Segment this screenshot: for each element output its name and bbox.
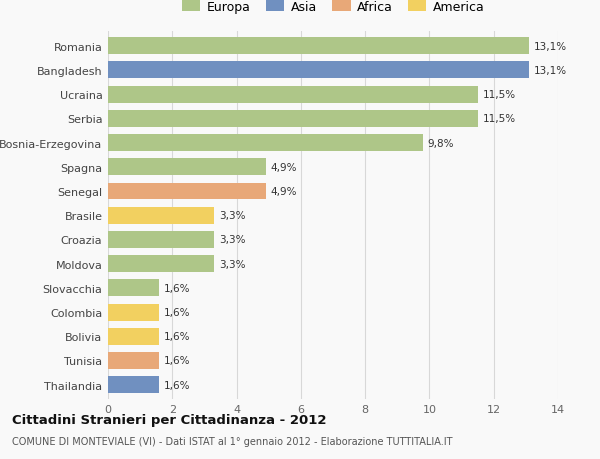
Bar bbox=[108, 376, 160, 393]
Text: 13,1%: 13,1% bbox=[534, 42, 567, 51]
Text: 4,9%: 4,9% bbox=[271, 186, 297, 196]
Bar bbox=[108, 352, 160, 369]
Bar bbox=[108, 111, 478, 128]
Text: 3,3%: 3,3% bbox=[219, 211, 245, 221]
Bar bbox=[108, 207, 214, 224]
Bar bbox=[108, 86, 478, 103]
Text: 1,6%: 1,6% bbox=[164, 308, 191, 317]
Text: Cittadini Stranieri per Cittadinanza - 2012: Cittadini Stranieri per Cittadinanza - 2… bbox=[12, 413, 326, 426]
Text: 1,6%: 1,6% bbox=[164, 283, 191, 293]
Text: 9,8%: 9,8% bbox=[428, 138, 454, 148]
Bar bbox=[108, 231, 214, 248]
Text: 3,3%: 3,3% bbox=[219, 259, 245, 269]
Text: COMUNE DI MONTEVIALE (VI) - Dati ISTAT al 1° gennaio 2012 - Elaborazione TUTTITA: COMUNE DI MONTEVIALE (VI) - Dati ISTAT a… bbox=[12, 436, 452, 446]
Bar bbox=[108, 62, 529, 79]
Bar bbox=[108, 135, 423, 152]
Text: 1,6%: 1,6% bbox=[164, 356, 191, 366]
Text: 13,1%: 13,1% bbox=[534, 66, 567, 76]
Text: 3,3%: 3,3% bbox=[219, 235, 245, 245]
Bar bbox=[108, 159, 265, 176]
Text: 4,9%: 4,9% bbox=[271, 162, 297, 173]
Text: 11,5%: 11,5% bbox=[482, 114, 515, 124]
Text: 1,6%: 1,6% bbox=[164, 331, 191, 341]
Bar bbox=[108, 183, 265, 200]
Legend: Europa, Asia, Africa, America: Europa, Asia, Africa, America bbox=[176, 0, 490, 18]
Bar bbox=[108, 280, 160, 297]
Bar bbox=[108, 304, 160, 321]
Bar bbox=[108, 256, 214, 273]
Bar bbox=[108, 38, 529, 55]
Bar bbox=[108, 328, 160, 345]
Text: 11,5%: 11,5% bbox=[482, 90, 515, 100]
Text: 1,6%: 1,6% bbox=[164, 380, 191, 390]
